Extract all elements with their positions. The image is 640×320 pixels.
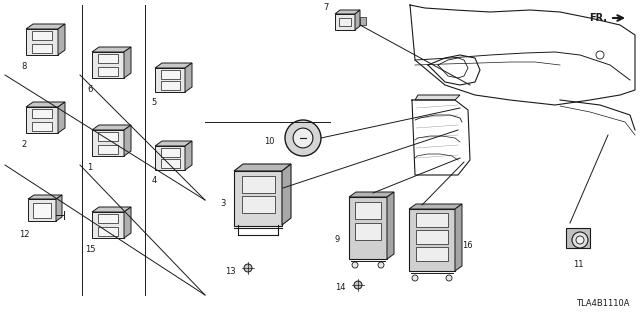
Polygon shape	[26, 102, 65, 107]
Bar	[161, 81, 180, 90]
Text: 10: 10	[264, 137, 275, 146]
Text: 7: 7	[324, 4, 329, 12]
Bar	[28, 199, 56, 221]
Bar	[566, 228, 590, 248]
Polygon shape	[234, 164, 291, 171]
Bar	[92, 130, 124, 156]
Bar	[92, 212, 124, 238]
Polygon shape	[58, 102, 65, 133]
Circle shape	[244, 264, 252, 272]
Polygon shape	[455, 204, 462, 271]
Text: 15: 15	[84, 245, 95, 254]
Bar	[416, 213, 448, 227]
Circle shape	[446, 275, 452, 281]
Bar	[98, 67, 118, 76]
Text: 5: 5	[152, 98, 157, 107]
Bar	[355, 223, 381, 240]
Polygon shape	[58, 24, 65, 55]
Bar	[409, 209, 455, 271]
Bar	[32, 31, 52, 40]
Text: 12: 12	[19, 230, 29, 239]
Text: TLA4B1110A: TLA4B1110A	[577, 299, 630, 308]
Polygon shape	[155, 141, 192, 146]
Bar	[355, 202, 381, 219]
Bar	[161, 159, 180, 168]
Bar	[416, 230, 448, 244]
Text: 16: 16	[462, 241, 472, 250]
Bar	[161, 70, 180, 79]
Polygon shape	[387, 192, 394, 259]
Circle shape	[576, 236, 584, 244]
Polygon shape	[28, 195, 62, 199]
Text: FR.: FR.	[589, 13, 607, 23]
Bar	[339, 18, 351, 26]
Circle shape	[412, 275, 418, 281]
Bar	[242, 196, 275, 213]
Bar	[242, 176, 275, 193]
Bar	[155, 146, 185, 170]
Bar	[98, 145, 118, 154]
Polygon shape	[185, 141, 192, 170]
Bar	[33, 203, 51, 218]
Circle shape	[285, 120, 321, 156]
Polygon shape	[282, 164, 291, 225]
Polygon shape	[355, 10, 360, 30]
Polygon shape	[92, 125, 131, 130]
Text: 3: 3	[221, 198, 226, 207]
Text: 8: 8	[21, 62, 27, 71]
Bar	[32, 44, 52, 53]
Bar	[32, 109, 52, 118]
Text: 14: 14	[335, 284, 346, 292]
Polygon shape	[124, 207, 131, 238]
Bar	[360, 17, 366, 25]
Polygon shape	[26, 24, 65, 29]
Bar	[335, 14, 355, 30]
Bar	[98, 227, 118, 236]
Bar	[32, 122, 52, 131]
Polygon shape	[155, 63, 192, 68]
Text: 2: 2	[21, 140, 27, 149]
Circle shape	[293, 128, 313, 148]
Bar	[98, 132, 118, 141]
Bar	[26, 29, 58, 55]
Bar	[92, 52, 124, 78]
Polygon shape	[335, 10, 360, 14]
Bar	[161, 148, 180, 157]
Polygon shape	[124, 47, 131, 78]
Polygon shape	[415, 95, 460, 100]
Circle shape	[378, 262, 384, 268]
Circle shape	[572, 232, 588, 248]
Bar	[98, 54, 118, 63]
Polygon shape	[56, 195, 62, 221]
Text: 1: 1	[88, 163, 93, 172]
Polygon shape	[92, 47, 131, 52]
Bar	[98, 214, 118, 223]
Text: 11: 11	[573, 260, 583, 269]
Text: 6: 6	[87, 85, 93, 94]
Text: 13: 13	[225, 267, 236, 276]
Text: 9: 9	[335, 236, 340, 244]
Bar	[26, 107, 58, 133]
Text: 4: 4	[152, 176, 157, 185]
Polygon shape	[92, 207, 131, 212]
Bar	[416, 247, 448, 261]
Polygon shape	[124, 125, 131, 156]
Bar	[349, 197, 387, 259]
Circle shape	[354, 281, 362, 289]
Polygon shape	[349, 192, 394, 197]
Circle shape	[352, 262, 358, 268]
Bar	[155, 68, 185, 92]
Bar	[234, 171, 282, 226]
Polygon shape	[185, 63, 192, 92]
Polygon shape	[409, 204, 462, 209]
